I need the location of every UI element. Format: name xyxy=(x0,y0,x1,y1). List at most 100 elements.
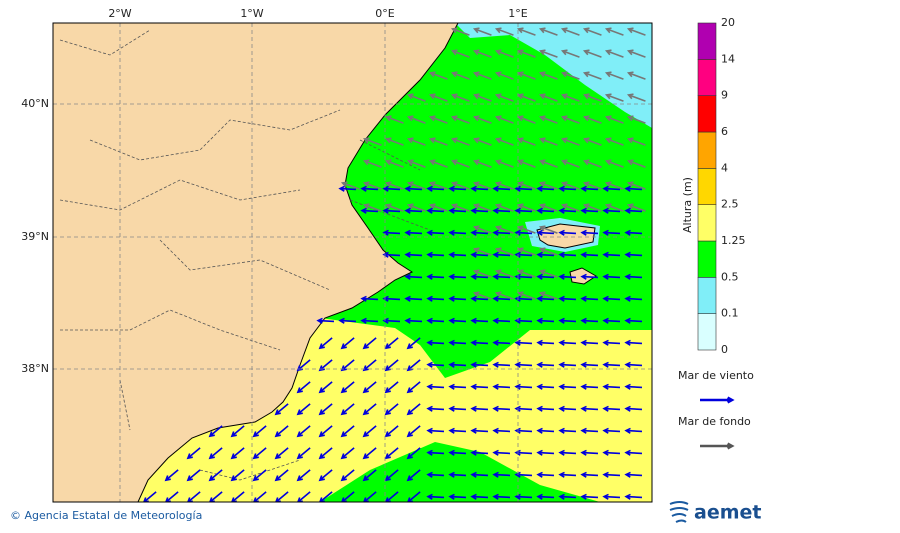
swell-arrow xyxy=(494,181,514,190)
wind-arrow xyxy=(406,381,421,394)
wind-arrow xyxy=(558,295,577,302)
wind-arrow xyxy=(536,185,555,192)
wind-arrow xyxy=(514,317,533,324)
wind-arrow xyxy=(470,251,489,258)
swell-arrow xyxy=(428,71,448,80)
wind-arrow xyxy=(230,447,245,460)
swell-arrow xyxy=(604,181,624,190)
lon-label: 2°W xyxy=(108,7,131,20)
swell-arrow xyxy=(538,137,558,146)
swell-arrow xyxy=(494,159,514,168)
wind-arrow xyxy=(514,339,533,346)
colorbar-segment xyxy=(697,131,717,169)
wind-arrow xyxy=(492,493,511,500)
wind-arrow xyxy=(382,317,401,324)
wind-arrow xyxy=(426,273,445,280)
wind-arrow xyxy=(384,425,399,438)
lon-label: 0°E xyxy=(375,7,394,20)
wind-arrow xyxy=(340,403,355,416)
wind-arrow xyxy=(338,317,357,324)
swell-arrow xyxy=(472,115,492,124)
wind-arrow xyxy=(318,425,333,438)
wind-arrow xyxy=(362,469,377,482)
wind-arrow xyxy=(602,251,621,258)
wind-arrow xyxy=(580,405,599,412)
swell-arrow xyxy=(516,115,536,124)
wind-arrow xyxy=(448,273,467,280)
swell-arrow xyxy=(626,181,646,190)
swell-arrow xyxy=(406,181,426,190)
swell-arrow xyxy=(538,49,558,58)
wind-arrow xyxy=(448,339,467,346)
swell-arrow xyxy=(362,137,382,146)
wind-arrow xyxy=(514,383,533,390)
wind-arrow xyxy=(404,295,423,302)
swell-arrow xyxy=(450,71,470,80)
wind-arrow xyxy=(384,403,399,416)
swell-arrow xyxy=(582,159,602,168)
grid xyxy=(53,23,652,502)
swell-arrow xyxy=(472,159,492,168)
wind-arrow xyxy=(602,471,621,478)
wind-arrow xyxy=(448,295,467,302)
footer-credit: © Agencia Estatal de Meteorología xyxy=(10,509,202,522)
wind-arrow xyxy=(296,381,311,394)
wind-arrow xyxy=(406,359,421,372)
swell-arrow xyxy=(604,115,624,124)
wind-arrow xyxy=(580,273,599,280)
wind-arrow xyxy=(602,405,621,412)
wind-arrow xyxy=(404,251,423,258)
wind-arrow xyxy=(580,361,599,368)
wind-arrow xyxy=(558,273,577,280)
wind-arrow xyxy=(448,361,467,368)
wind-arrow xyxy=(406,425,421,438)
swell-arrow xyxy=(494,225,514,234)
swell-arrow xyxy=(582,115,602,124)
swell-arrow xyxy=(494,291,514,300)
wind-arrow xyxy=(426,449,445,456)
wind-arrow xyxy=(362,381,377,394)
swell-arrow xyxy=(450,181,470,190)
wind-arrow xyxy=(558,493,577,500)
swell-arrow xyxy=(472,225,492,234)
wind-arrow xyxy=(404,207,423,214)
swell-arrow xyxy=(472,203,492,212)
wind-arrow xyxy=(297,491,311,502)
wind-arrow xyxy=(362,447,377,460)
wind-arrow xyxy=(624,493,643,500)
swell-arrow xyxy=(516,27,536,36)
wind-arrow xyxy=(164,469,179,482)
wind-arrow xyxy=(208,425,223,438)
swell-arrow xyxy=(340,181,360,190)
swell-arrow xyxy=(582,49,602,58)
wind-arrow xyxy=(318,381,333,394)
wind-arrow xyxy=(448,493,467,500)
swell-arrow xyxy=(494,71,514,80)
colorbar-label: 0.1 xyxy=(721,307,739,320)
wind-arrow xyxy=(426,317,445,324)
swell-arrow xyxy=(494,203,514,212)
colorbar-segment xyxy=(697,240,717,278)
colorbar-label: 6 xyxy=(721,125,728,138)
swell-arrow xyxy=(384,137,404,146)
swell-arrow xyxy=(626,27,646,36)
wind-arrow xyxy=(426,185,445,192)
swell-arrow xyxy=(538,181,558,190)
wind-arrow xyxy=(514,185,533,192)
colorbar-label: 0 xyxy=(721,343,728,356)
wind-arrow xyxy=(470,405,489,412)
swell-arrow xyxy=(494,247,514,256)
wind-arrow xyxy=(426,427,445,434)
colorbar-segment xyxy=(697,313,717,351)
swell-arrow xyxy=(538,93,558,102)
swell-arrow xyxy=(582,181,602,190)
swell-arrow xyxy=(428,93,448,102)
wind-arrow xyxy=(406,469,421,482)
swell-arrow xyxy=(472,137,492,146)
colorbar-label: 0.5 xyxy=(721,270,739,283)
wind-arrow xyxy=(404,185,423,192)
colorbar-segment xyxy=(697,95,717,133)
wind-arrow xyxy=(580,427,599,434)
colorbar-label: 20 xyxy=(721,16,735,29)
legend-label: Mar de fondo xyxy=(678,415,751,428)
